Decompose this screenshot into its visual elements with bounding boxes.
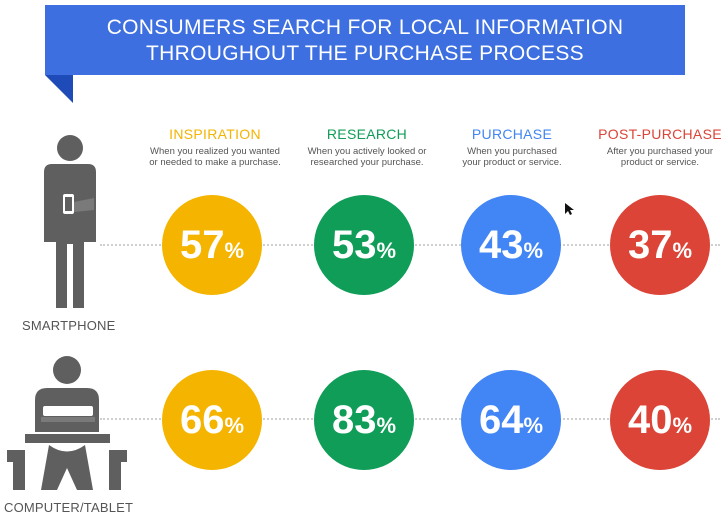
banner-fold-decoration bbox=[45, 75, 73, 103]
value-bubble-smartphone-research: 53% bbox=[314, 195, 414, 295]
title-line-1: CONSUMERS SEARCH FOR LOCAL INFORMATION bbox=[106, 16, 624, 39]
stage-description-line: After you purchased your bbox=[606, 146, 714, 157]
value-number: 83 bbox=[331, 398, 377, 442]
value-number: 57 bbox=[179, 223, 225, 267]
value-unit: % bbox=[672, 413, 693, 438]
value-unit: % bbox=[376, 238, 397, 263]
value-unit: % bbox=[672, 238, 693, 263]
stage-header-inspiration: INSPIRATION When you realized you wanted… bbox=[140, 126, 290, 168]
device-label-computer-tablet: COMPUTER/TABLET bbox=[4, 500, 134, 515]
value-unit: % bbox=[376, 413, 397, 438]
value-number: 43 bbox=[478, 223, 524, 267]
value-unit: % bbox=[523, 413, 544, 438]
value-bubble-smartphone-inspiration: 57% bbox=[162, 195, 262, 295]
title-banner: CONSUMERS SEARCH FOR LOCAL INFORMATION T… bbox=[45, 5, 685, 75]
stage-description-line: When you actively looked or bbox=[307, 146, 427, 157]
value-bubble-smartphone-purchase: 43% bbox=[461, 195, 561, 295]
stage-header-post-purchase: POST-PURCHASE After you purchased your p… bbox=[585, 126, 728, 168]
value-unit: % bbox=[224, 413, 245, 438]
stage-description-line: your product or service. bbox=[462, 157, 562, 168]
stage-description-line: When you realized you wanted bbox=[150, 146, 280, 157]
value-bubble-smartphone-post-purchase: 37% bbox=[610, 195, 710, 295]
device-label-smartphone: SMARTPHONE bbox=[22, 318, 116, 333]
stage-title: INSPIRATION bbox=[169, 126, 261, 142]
stage-description-line: researched your purchase. bbox=[310, 157, 424, 168]
value-number: 64 bbox=[478, 398, 524, 442]
value-number: 66 bbox=[179, 398, 225, 442]
stage-title: RESEARCH bbox=[326, 126, 408, 142]
stage-description-line: or needed to make a purchase. bbox=[149, 157, 281, 168]
stage-description-line: product or service. bbox=[620, 157, 700, 168]
value-unit: % bbox=[523, 238, 544, 263]
stage-description-line: When you purchased bbox=[467, 146, 557, 157]
stage-header-research: RESEARCH When you actively looked or res… bbox=[292, 126, 442, 168]
computer-tablet-user-icon bbox=[7, 356, 127, 490]
value-bubble-computer-tablet-inspiration: 66% bbox=[162, 370, 262, 470]
stage-title: PURCHASE bbox=[471, 126, 553, 142]
value-bubble-computer-tablet-post-purchase: 40% bbox=[610, 370, 710, 470]
value-bubble-computer-tablet-research: 83% bbox=[314, 370, 414, 470]
value-number: 37 bbox=[627, 223, 673, 267]
value-unit: % bbox=[224, 238, 245, 263]
stage-header-purchase: PURCHASE When you purchased your product… bbox=[437, 126, 587, 168]
value-number: 53 bbox=[331, 223, 377, 267]
smartphone-user-icon bbox=[44, 135, 96, 308]
title-line-2: THROUGHOUT THE PURCHASE PROCESS bbox=[146, 42, 584, 65]
value-number: 40 bbox=[627, 398, 673, 442]
value-bubble-computer-tablet-purchase: 64% bbox=[461, 370, 561, 470]
mouse-cursor-icon bbox=[565, 203, 574, 215]
stage-title: POST-PURCHASE bbox=[598, 126, 722, 142]
